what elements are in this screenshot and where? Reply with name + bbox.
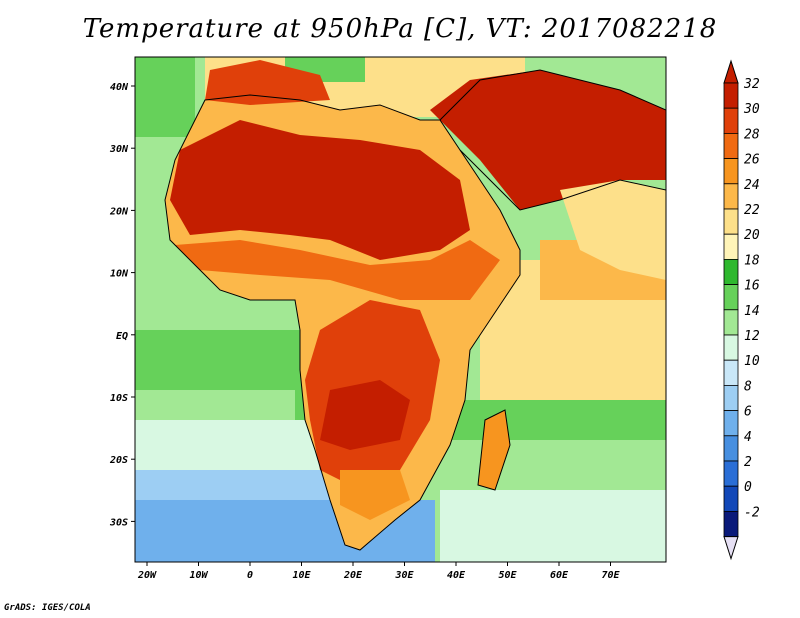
colorbar-label: 16 [744,279,760,294]
colorbar-label: 12 [744,329,760,344]
x-tick-label: 0 [247,570,253,581]
colorbar-label: 4 [744,430,752,445]
colorbar-swatch [723,359,739,386]
map-frame [134,56,667,563]
colorbar-swatch [723,510,739,537]
colorbar-label: 28 [744,127,760,142]
colorbar-swatch [723,107,739,134]
colorbar-swatch [723,132,739,159]
colorbar-label: 0 [744,480,752,495]
y-tick-label: 40N [110,82,129,93]
y-tick-label: 30N [109,144,129,155]
colorbar-swatch [723,309,739,336]
coastlines [164,69,666,551]
colorbar-label: 32 [743,77,760,92]
y-tick-label: 30S [109,517,128,528]
colorbar-swatch [723,284,739,311]
colorbar-swatch [723,485,739,512]
colorbar-label: 14 [744,304,760,319]
colorbar-swatch [723,460,739,487]
colorbar-bottom-arrow [723,536,739,561]
colorbar-swatch [723,183,739,210]
y-tick-label: 20S [109,455,128,466]
x-tick-label: 10W [189,570,208,581]
temperature-field [135,57,666,562]
y-tick-label: 10S [110,393,128,404]
colorbar-label: 30 [743,102,760,117]
colorbar-label: 10 [744,354,760,369]
colorbar-label: -2 [744,505,760,520]
colorbar-label: 2 [744,455,752,470]
x-tick-label: 20W [137,570,157,581]
colorbar-swatch [723,82,739,109]
x-tick-label: 70E [601,570,620,581]
colorbar-label: 22 [744,203,760,218]
colorbar-swatch [723,208,739,235]
x-tick-label: 20E [343,570,363,581]
colorbar-swatch [723,233,739,260]
colorbar-swatch [723,258,739,285]
x-tick-label: 60E [550,570,569,581]
longitude-axis: 20W 10W 0 10E 20E 30E 40E 50E 60E 70E [137,562,621,581]
colorbar-label: 24 [744,178,760,193]
map-title: Temperature at 950hPa [C], VT: 201708221… [82,14,718,44]
colorbar-swatch [723,410,739,437]
footer-credit: GrADS: IGES/COLA [4,603,91,613]
colorbar-swatch [723,435,739,462]
colorbar-label: 20 [744,228,760,243]
colorbar-top-arrow [723,59,739,84]
colorbar-label: 6 [744,405,752,420]
colorbar-label: 26 [744,153,760,168]
x-tick-label: 10E [292,570,311,581]
x-tick-label: 40E [447,570,466,581]
latitude-axis: 40N 30N 20N 10N EQ 10S 20S 30S [109,82,135,528]
x-tick-label: 50E [498,570,517,581]
y-tick-label: EQ [116,331,128,342]
colorbar-label: 18 [744,253,760,268]
colorbar-swatch [723,158,739,185]
colorbar-swatch [723,334,739,361]
y-tick-label: 20N [109,206,129,217]
y-tick-label: 10N [110,269,129,280]
x-tick-label: 30E [394,570,414,581]
colorbar-swatch [723,384,739,411]
colorbar-label: 8 [744,379,752,394]
